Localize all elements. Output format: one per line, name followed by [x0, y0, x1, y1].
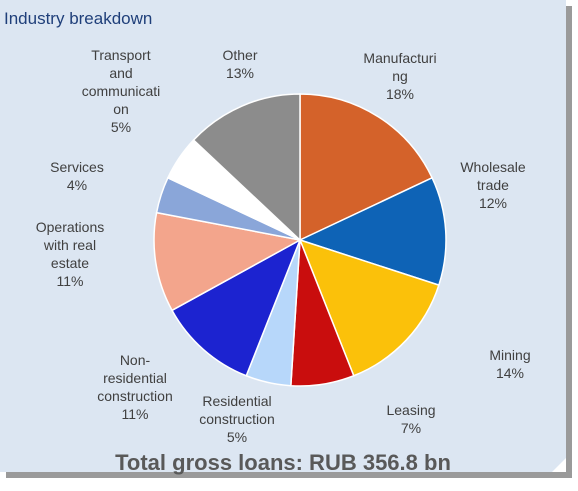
slice-label-line: Residential — [202, 393, 271, 409]
pie-chart: Manufacturi ng 18% Wholesale trade 12% Mining 1… — [36, 47, 531, 445]
slice-label-line: Mining — [489, 347, 530, 363]
pie-slice — [297, 176, 447, 287]
slice-label-line: ng — [392, 68, 408, 84]
slice-label-line: Services — [50, 159, 104, 175]
pie-slices — [153, 93, 447, 387]
slice-percent: 5% — [227, 429, 247, 445]
slice-label-line: Non- — [120, 352, 151, 368]
slice-label-line: communicati — [82, 83, 161, 99]
slice-label-line: construction — [199, 411, 274, 427]
panel-corner-fold — [552, 458, 566, 472]
slice-percent: 11% — [57, 273, 84, 289]
slice-label: Operations with real estate 11% — [36, 219, 104, 289]
slice-label: Leasing 7% — [386, 402, 435, 436]
slice-label: Manufacturi ng 18% — [363, 50, 436, 102]
slice-label-line: on — [113, 101, 129, 117]
slice-percent: 14% — [496, 365, 524, 381]
slice-label: Wholesale trade 12% — [460, 159, 526, 211]
pie-slice — [153, 211, 303, 312]
slice-label: Services 4% — [50, 159, 104, 193]
slice-percent: 5% — [111, 119, 131, 135]
slice-label-line: Operations — [36, 219, 104, 235]
panel-shadow-bottom — [6, 472, 572, 478]
slice-label: Mining 14% — [489, 347, 530, 381]
slice-percent: 4% — [67, 177, 87, 193]
slice-label: Non-residential construction 11% — [97, 352, 172, 422]
slice-percent: 18% — [386, 86, 414, 102]
slice-label-line: Other — [222, 47, 257, 63]
slice-label-line: Wholesale — [460, 159, 526, 175]
slice-label-line: Transport — [91, 47, 151, 63]
pie-slice — [171, 238, 302, 377]
slice-label: Other 13% — [222, 47, 257, 81]
total-gross-loans: Total gross loans: RUB 356.8 bn — [115, 450, 451, 475]
pie-slice — [299, 93, 434, 242]
slice-label-line: and — [109, 65, 132, 81]
pie-slice — [298, 238, 440, 377]
slice-label-line: with real — [43, 237, 96, 253]
slice-percent: 11% — [122, 406, 149, 422]
pie-slice — [192, 93, 301, 242]
slice-label-line: construction — [97, 388, 172, 404]
slice-label: Transport and communicati on 5% — [82, 47, 161, 135]
slice-percent: 12% — [479, 195, 507, 211]
pie-labels: Manufacturi ng 18% Wholesale trade 12% Mining 1… — [36, 47, 531, 445]
panel-shadow-right — [566, 6, 572, 478]
slice-label-line: estate — [51, 255, 89, 271]
slice-label-line: trade — [477, 177, 509, 193]
slice-label: Residential construction 5% — [199, 393, 274, 445]
slice-percent: 7% — [401, 420, 421, 436]
slice-label-line: Manufacturi — [363, 50, 436, 66]
slice-percent: 13% — [226, 65, 254, 81]
chart-title: Industry breakdown — [4, 9, 153, 28]
slice-label-line: residential — [103, 370, 167, 386]
slice-label-line: Leasing — [386, 402, 435, 418]
